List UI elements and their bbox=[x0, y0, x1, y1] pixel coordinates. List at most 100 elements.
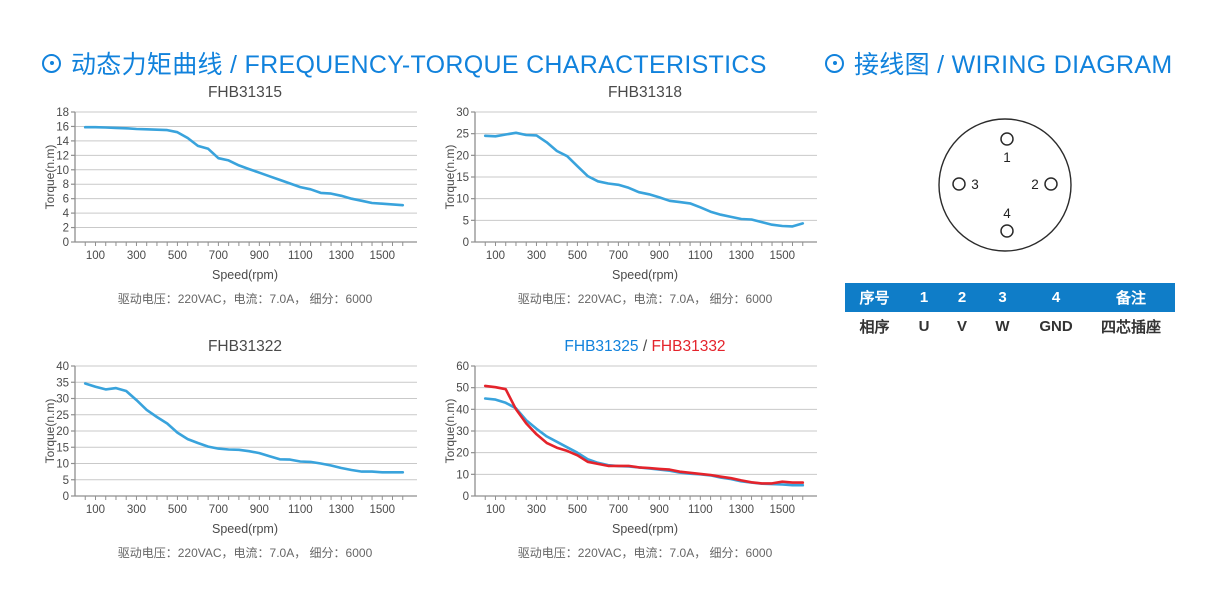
svg-text:300: 300 bbox=[527, 504, 546, 516]
axes bbox=[474, 366, 817, 497]
svg-text:1500: 1500 bbox=[769, 504, 795, 516]
axes bbox=[74, 112, 417, 243]
svg-text:10: 10 bbox=[456, 469, 469, 481]
svg-text:30: 30 bbox=[56, 394, 69, 406]
svg-text:100: 100 bbox=[86, 250, 105, 262]
torque-chart-FHB31318: FHB31318 0 5 10 15 20 25 30 100 300 500 700 900 1100 1… bbox=[445, 84, 845, 307]
y-axis-label: Torque(n.m) bbox=[445, 399, 457, 464]
connector-outline bbox=[938, 118, 1072, 252]
svg-text:0: 0 bbox=[63, 491, 69, 503]
chart-title: FHB31315 bbox=[45, 84, 445, 104]
header-cell-5: 备注 bbox=[1115, 290, 1146, 307]
pin-1-label: 1 bbox=[1003, 150, 1011, 165]
y-tick-labels: 0 5 10 15 20 25 30 bbox=[456, 107, 475, 249]
svg-text:8: 8 bbox=[63, 179, 69, 191]
curve-FHB31315 bbox=[83, 125, 405, 207]
svg-text:500: 500 bbox=[168, 504, 187, 516]
chart-plot-svg: 0 5 10 15 20 25 30 100 300 500 700 900 1100 1300 1500 T… bbox=[445, 107, 817, 262]
svg-text:1300: 1300 bbox=[729, 504, 755, 516]
svg-text:20: 20 bbox=[456, 448, 469, 460]
section-bullet-icon bbox=[825, 53, 844, 73]
wiring-connector-diagram: 1 2 3 4 bbox=[938, 118, 1072, 252]
header-cell-3: 3 bbox=[998, 289, 1007, 306]
curve-FHB31322 bbox=[83, 382, 405, 474]
chart-title-part: FHB31325 bbox=[564, 338, 639, 355]
svg-text:300: 300 bbox=[127, 250, 146, 262]
chart-plot-svg: 0 10 20 30 40 50 60 100 300 500 700 900 1100 1300 1500… bbox=[445, 361, 817, 516]
x-tick-labels: 100 300 500 700 900 1100 1300 1500 bbox=[486, 250, 795, 262]
table-header-row: 序号 1 2 3 4 备注 bbox=[845, 283, 1175, 312]
svg-text:10: 10 bbox=[56, 459, 69, 471]
data-cell-3: W bbox=[995, 317, 1010, 335]
svg-text:2: 2 bbox=[63, 223, 69, 235]
header-cell-1: 1 bbox=[919, 289, 929, 306]
svg-text:700: 700 bbox=[209, 504, 228, 516]
svg-text:6: 6 bbox=[63, 194, 69, 206]
torque-chart-FHB31322: FHB31322 0 5 10 15 20 25 30 35 40 100 300 500 700 900 1… bbox=[45, 338, 445, 561]
svg-text:4: 4 bbox=[63, 208, 70, 220]
svg-text:25: 25 bbox=[456, 129, 469, 141]
chart-title: FHB31322 bbox=[45, 338, 445, 358]
svg-text:1300: 1300 bbox=[729, 250, 755, 262]
svg-text:300: 300 bbox=[527, 250, 546, 262]
svg-text:1500: 1500 bbox=[369, 250, 395, 262]
x-ticks bbox=[484, 496, 804, 500]
pin-4-label: 4 bbox=[1003, 206, 1011, 221]
curve-FHB31325 bbox=[483, 397, 805, 487]
svg-text:0: 0 bbox=[463, 491, 469, 503]
svg-text:900: 900 bbox=[650, 504, 669, 516]
svg-text:900: 900 bbox=[650, 250, 669, 262]
axes bbox=[74, 366, 417, 497]
svg-text:1300: 1300 bbox=[329, 504, 355, 516]
svg-text:700: 700 bbox=[609, 504, 628, 516]
data-cell-5: 四芯插座 bbox=[1100, 318, 1161, 336]
svg-text:500: 500 bbox=[568, 250, 587, 262]
svg-text:40: 40 bbox=[456, 404, 469, 416]
svg-text:30: 30 bbox=[456, 107, 469, 119]
svg-text:35: 35 bbox=[56, 377, 69, 389]
pin-2-hole bbox=[1044, 177, 1058, 191]
header-cell-2: 2 bbox=[957, 289, 967, 306]
svg-text:300: 300 bbox=[127, 504, 146, 516]
chart-caption: 驱动电压：220VAC，电流：7.0A， 细分：6000 bbox=[517, 546, 773, 560]
svg-text:1100: 1100 bbox=[688, 504, 713, 516]
pin-1-hole bbox=[1000, 132, 1014, 146]
svg-text:5: 5 bbox=[463, 215, 469, 227]
header-cell-4: 4 bbox=[1051, 289, 1061, 306]
chart-title-part: FHB31332 bbox=[651, 338, 726, 355]
svg-text:30: 30 bbox=[456, 426, 469, 438]
svg-text:60: 60 bbox=[456, 361, 469, 373]
svg-text:0: 0 bbox=[63, 237, 69, 249]
gridlines bbox=[75, 365, 417, 481]
y-tick-labels: 0 5 10 15 20 25 30 35 40 bbox=[56, 361, 75, 503]
svg-text:25: 25 bbox=[56, 410, 69, 422]
x-tick-labels: 100 300 500 700 900 1100 1300 1500 bbox=[486, 504, 795, 516]
x-ticks bbox=[84, 242, 404, 246]
wiring-pin-table: 序号 1 2 3 4 备注 相序 U V W GND 四芯插座 bbox=[845, 283, 1175, 340]
pin-3-hole bbox=[952, 177, 966, 191]
svg-text:100: 100 bbox=[486, 250, 505, 262]
svg-text:16: 16 bbox=[56, 121, 69, 133]
svg-text:1500: 1500 bbox=[769, 250, 795, 262]
svg-text:18: 18 bbox=[56, 107, 69, 119]
y-tick-labels: 0 2 4 6 8 10 12 14 16 18 bbox=[56, 107, 75, 249]
gridlines bbox=[475, 111, 817, 221]
svg-text:10: 10 bbox=[456, 194, 469, 206]
section-title-text: 接线图 / WIRING DIAGRAM bbox=[854, 51, 1173, 79]
data-cell-2: V bbox=[956, 317, 967, 335]
header-cell-0: 序号 bbox=[859, 290, 890, 307]
svg-text:1100: 1100 bbox=[688, 250, 713, 262]
svg-text:500: 500 bbox=[568, 504, 587, 516]
chart-title-part: FHB31318 bbox=[607, 84, 683, 101]
svg-text:5: 5 bbox=[63, 475, 69, 487]
section-bullet-icon bbox=[42, 53, 61, 73]
svg-text:100: 100 bbox=[86, 504, 105, 516]
svg-text:1100: 1100 bbox=[288, 250, 313, 262]
svg-text:1100: 1100 bbox=[288, 504, 313, 516]
svg-text:15: 15 bbox=[456, 172, 469, 184]
torque-chart-FHB31315: FHB31315 0 2 4 6 8 10 12 14 16 18 100 300 500 700 900 11… bbox=[45, 84, 445, 307]
curve-FHB31318 bbox=[483, 131, 805, 228]
svg-text:900: 900 bbox=[250, 250, 269, 262]
chart-caption: 驱动电压：220VAC，电流：7.0A， 细分：6000 bbox=[517, 292, 773, 306]
